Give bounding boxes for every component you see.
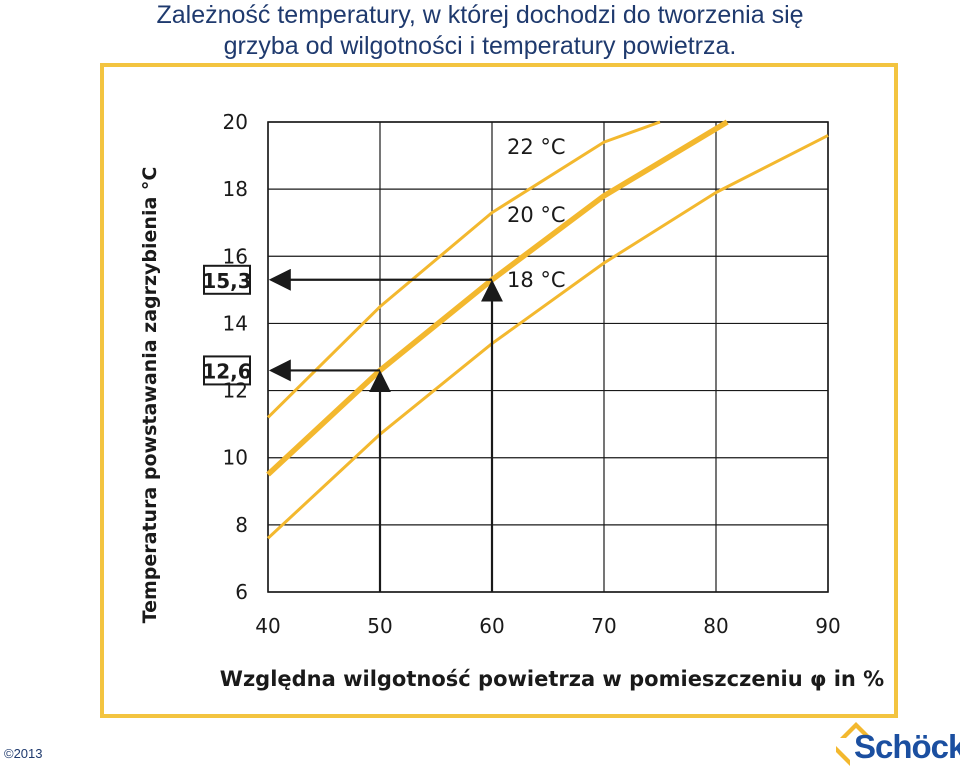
x-tick-label: 70 <box>591 614 616 638</box>
x-tick-label: 40 <box>255 614 280 638</box>
x-tick-label: 80 <box>703 614 728 638</box>
title-line-2: grzyba od wilgotności i temperatury powi… <box>223 32 737 60</box>
y-tick-label: 10 <box>223 446 248 470</box>
y-tick-label: 16 <box>223 244 248 268</box>
chart-title: Zależność temperatury, w której dochodzi… <box>0 0 960 62</box>
series-label: 18 °C <box>507 268 566 292</box>
y-tick-label: 12 <box>223 379 248 403</box>
logo-emblem-icon <box>836 722 872 766</box>
x-tick-label: 50 <box>367 614 392 638</box>
series-label: 20 °C <box>507 203 566 227</box>
annotation-value: 15,3 <box>202 269 251 293</box>
logo-text: Schöck <box>854 728 960 765</box>
annotation-box <box>203 264 251 295</box>
y-tick-label: 14 <box>223 311 248 335</box>
copyright-text: ©2013 <box>4 746 43 761</box>
annotation-value: 12,6 <box>202 359 251 383</box>
y-axis-label: Temperatura powstawania zagrzybienia °C <box>139 167 161 624</box>
title-line-1: Zależność temperatury, w której dochodzi… <box>156 1 804 29</box>
annotation-box <box>203 355 251 386</box>
y-tick-label: 20 <box>223 110 248 134</box>
x-tick-label: 90 <box>815 614 840 638</box>
series-line <box>266 120 661 419</box>
series-label: 22 °C <box>507 135 566 159</box>
y-tick-label: 18 <box>223 177 248 201</box>
y-tick-label: 6 <box>235 580 248 604</box>
series-line <box>266 119 729 477</box>
y-tick-label: 8 <box>235 513 248 537</box>
x-axis-label: Względna wilgotność powietrza w pomieszc… <box>220 667 884 691</box>
x-tick-label: 60 <box>479 614 504 638</box>
schoeck-logo: Schöck <box>834 720 960 768</box>
series-line <box>266 134 829 540</box>
plot-border <box>267 121 829 593</box>
